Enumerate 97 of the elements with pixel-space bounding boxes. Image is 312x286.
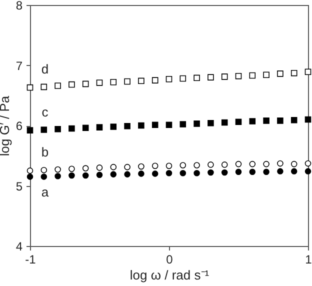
series-label: b <box>41 144 49 160</box>
point <box>124 171 130 178</box>
point <box>290 168 298 174</box>
point <box>138 163 144 170</box>
point <box>166 122 172 128</box>
point <box>110 171 117 178</box>
point <box>249 118 256 124</box>
point <box>304 168 312 174</box>
point <box>124 122 130 130</box>
point <box>68 125 75 132</box>
y-tick-label: 5 <box>16 179 23 194</box>
point <box>180 121 186 128</box>
point <box>110 78 117 86</box>
series-label: d <box>41 62 49 77</box>
point <box>26 84 34 91</box>
point <box>194 120 200 127</box>
point <box>152 122 158 128</box>
point <box>221 119 228 126</box>
point <box>249 72 256 79</box>
point <box>277 160 284 167</box>
point <box>235 72 242 80</box>
point <box>40 174 48 180</box>
point <box>208 120 214 126</box>
point <box>290 160 298 168</box>
point <box>180 170 186 176</box>
point <box>96 80 103 86</box>
x-tick-label: 0 <box>166 252 174 266</box>
point <box>221 74 228 80</box>
x-tick-label: 1 <box>305 252 312 266</box>
point <box>138 122 144 129</box>
point <box>166 76 172 82</box>
point <box>96 164 103 171</box>
point <box>54 172 61 180</box>
point <box>194 74 200 82</box>
point <box>277 70 284 77</box>
point <box>124 78 130 85</box>
point <box>263 118 270 124</box>
point <box>124 164 130 170</box>
point <box>82 80 89 88</box>
point <box>96 124 103 130</box>
x-axis-title: log ω / rad s⁻¹ <box>130 268 210 282</box>
y-tick-label: 7 <box>16 58 23 73</box>
point <box>96 172 103 178</box>
point <box>82 165 89 172</box>
point <box>54 126 61 132</box>
series-label: c <box>42 104 49 120</box>
point <box>82 124 89 132</box>
point <box>263 160 270 168</box>
point <box>208 162 214 168</box>
point <box>40 126 48 133</box>
point <box>54 166 61 173</box>
y-tick-label: 8 <box>16 0 23 12</box>
point <box>110 124 117 130</box>
point <box>221 169 228 176</box>
series-label: a <box>41 184 50 200</box>
point <box>166 170 172 176</box>
point <box>249 160 256 168</box>
point <box>249 168 256 176</box>
point <box>68 166 75 172</box>
point <box>290 116 298 124</box>
point <box>221 162 228 168</box>
point <box>263 72 270 78</box>
point <box>152 170 158 177</box>
point <box>26 168 34 174</box>
point <box>26 127 34 134</box>
point <box>263 168 270 176</box>
point <box>166 162 172 169</box>
point <box>290 70 298 76</box>
point <box>235 160 242 168</box>
point <box>194 162 200 168</box>
y-tick-label: 4 <box>16 240 23 254</box>
point <box>110 164 117 170</box>
point <box>152 77 158 84</box>
point <box>138 170 144 177</box>
point <box>304 116 312 123</box>
point <box>235 168 242 176</box>
x-tick-label: -1 <box>25 252 36 266</box>
point <box>304 160 312 167</box>
point <box>68 172 75 179</box>
point <box>235 118 242 126</box>
point <box>152 162 158 169</box>
point <box>194 170 200 176</box>
point <box>40 166 48 174</box>
point <box>26 174 34 180</box>
point <box>208 74 214 80</box>
point <box>82 172 89 179</box>
point <box>138 78 144 84</box>
y-tick-label: 6 <box>16 119 23 133</box>
point <box>277 168 284 174</box>
point <box>208 169 214 176</box>
point <box>180 162 186 168</box>
point <box>180 75 186 82</box>
point <box>40 84 48 90</box>
point <box>277 118 284 124</box>
point <box>304 68 312 76</box>
point <box>54 82 61 89</box>
point <box>68 81 75 88</box>
